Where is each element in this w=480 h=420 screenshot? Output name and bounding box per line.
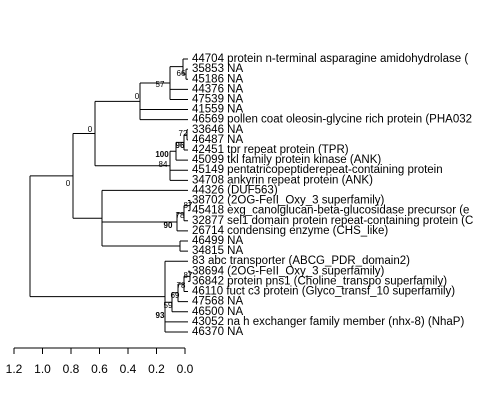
leaf-label: 43052 na h exchanger family member (nhx-… bbox=[192, 316, 464, 328]
leaf-label: 45418 exg_canolglucan-beta-glucosidase p… bbox=[192, 205, 469, 217]
leaf-label: 32877 sel1 domain protein repeat-contain… bbox=[192, 215, 473, 227]
leaf-label: 38702 (2OG-FeII_Oxy_3 superfamily) bbox=[192, 195, 385, 207]
support-value: 87 bbox=[184, 271, 193, 280]
leaf-label: 34708 ankyrin repeat protein (ANK) bbox=[192, 174, 373, 186]
leaf-label: 45099 tkl family protein kinase (ANK) bbox=[192, 154, 381, 166]
support-value: 100 bbox=[155, 150, 169, 159]
support-value: 0 bbox=[66, 179, 71, 188]
leaf-label: 38694 (2OG-FeII_Oxy_3 superfamily) bbox=[192, 265, 385, 277]
support-value: 78 bbox=[177, 281, 186, 290]
leaf-label: 46499 NA bbox=[192, 235, 243, 247]
support-value: 90 bbox=[164, 221, 173, 230]
leaf-label: 35853 NA bbox=[192, 63, 243, 75]
tick-label: 0.4 bbox=[120, 362, 137, 376]
support-value: 57 bbox=[156, 80, 165, 89]
support-value: 0 bbox=[135, 92, 140, 101]
leaf-label: 42451 tpr repeat protein (TPR) bbox=[192, 144, 349, 156]
support-value: 93 bbox=[156, 311, 165, 320]
leaf-label: 41559 NA bbox=[192, 104, 243, 116]
support-value: 84 bbox=[159, 160, 168, 169]
tick-label: 0.6 bbox=[91, 362, 108, 376]
leaf-label: 83 abc transporter (ABCG_PDR_domain2) bbox=[192, 255, 410, 267]
tick-label: 1.0 bbox=[34, 362, 51, 376]
support-value: 69 bbox=[171, 291, 180, 300]
leaf-label: 47568 NA bbox=[192, 296, 243, 308]
support-value: 0 bbox=[88, 125, 93, 134]
leaf-label: 44326 (DUF563) bbox=[192, 184, 278, 196]
support-value: 87 bbox=[184, 201, 193, 210]
leaf-label: 46500 NA bbox=[192, 306, 243, 318]
leaf-label: 47539 NA bbox=[192, 93, 243, 105]
leaf-label: 45149 pentatricopeptiderepeat-containing… bbox=[192, 164, 443, 176]
support-value: 59 bbox=[164, 301, 173, 310]
leaf-label: 34815 NA bbox=[192, 245, 243, 257]
leaf-label: 46569 pollen coat oleosin-glycine rich p… bbox=[192, 114, 472, 126]
support-value: 72 bbox=[179, 129, 188, 138]
leaf-label: 46370 NA bbox=[192, 326, 243, 338]
support-value: 78 bbox=[176, 211, 185, 220]
leaf-label: 36842 protein pns1 (Choline_transpo supe… bbox=[192, 275, 447, 287]
tick-label: 0.0 bbox=[177, 362, 194, 376]
support-value: 66 bbox=[177, 69, 186, 78]
tick-label: 0.2 bbox=[148, 362, 165, 376]
tree-branches bbox=[29, 58, 191, 333]
leaf-label: 26714 condensing enzyme (CHS_like) bbox=[192, 225, 388, 237]
support-value: 96 bbox=[176, 141, 185, 150]
leaf-label: 33646 NA bbox=[192, 124, 243, 136]
leaf-label: 46487 NA bbox=[192, 134, 243, 146]
tick-label: 1.2 bbox=[6, 362, 23, 376]
leaf-label: 44704 protein n-terminal asparagine amid… bbox=[192, 53, 468, 65]
tick-label: 0.8 bbox=[63, 362, 80, 376]
leaf-label: 45186 NA bbox=[192, 73, 243, 85]
leaf-label: 46110 fuct c3 protein (Glyco_transf_10 s… bbox=[192, 286, 455, 298]
leaf-label: 44376 NA bbox=[192, 83, 243, 95]
